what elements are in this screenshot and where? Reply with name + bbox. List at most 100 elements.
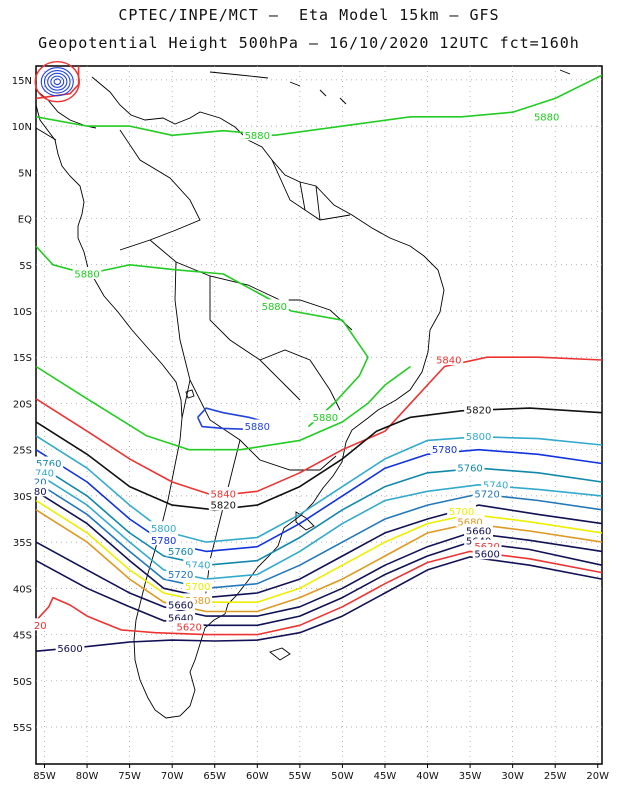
contour-label: 5760 — [36, 459, 61, 470]
contour-label-bg — [455, 461, 485, 474]
contour-line-5700 — [35, 490, 603, 599]
contour-label-bg — [208, 498, 238, 511]
lon-tick-label: 70W — [161, 771, 184, 782]
caribbean-islands — [209, 69, 571, 105]
contour-label: 5800 — [151, 524, 176, 535]
country-borders — [119, 129, 353, 601]
contour-label-bg — [472, 487, 502, 500]
contour-label: 80 — [34, 487, 47, 498]
contour-label-bg — [434, 352, 464, 365]
contour-label-bg — [72, 267, 102, 280]
lagoa-dos-patos — [295, 511, 315, 531]
contour-label: 20 — [34, 621, 47, 632]
contour-labels: 5880588058805880588058805840584058205820… — [32, 109, 562, 655]
lat-tick-label: 25S — [13, 446, 32, 457]
contour-label: 5880 — [313, 413, 338, 424]
lon-tick-label: 30W — [501, 771, 524, 782]
lat-tick-label: 20S — [13, 399, 32, 410]
map-title-line2: Geopotential Height 500hPa – 16/10/2020 … — [38, 34, 580, 52]
contour-label-bg — [430, 442, 459, 455]
contour-label: 740 — [35, 468, 54, 479]
contour-label: 5820 — [466, 405, 491, 416]
lat-tick-label: 15S — [13, 353, 32, 364]
lon-tick-label: 25W — [544, 771, 567, 782]
contour-label: 5840 — [211, 490, 236, 501]
low-center-ring — [47, 72, 68, 91]
contour-label: 5740 — [483, 480, 508, 491]
contour-label: 5880 — [74, 270, 99, 281]
lon-tick-label: 40W — [416, 771, 439, 782]
lat-tick-label: 40S — [13, 584, 32, 595]
lon-tick-label: 75W — [118, 771, 141, 782]
lat-tick-label: 50S — [13, 677, 32, 688]
contour-line-5740 — [35, 472, 603, 580]
contour-label: 5620 — [176, 623, 201, 634]
contour-label: 5880 — [534, 112, 559, 123]
contour-label: 5880 — [245, 422, 270, 433]
contour-line-5880 — [35, 365, 411, 451]
contour-line-5880 — [35, 74, 603, 137]
contour-label: 5660 — [466, 527, 491, 538]
contour-label-bg — [33, 465, 56, 478]
contour-label-bg — [481, 477, 511, 490]
contour-label: 5760 — [168, 547, 193, 558]
falkland-islands — [269, 647, 291, 661]
lon-tick-label: 85W — [33, 771, 56, 782]
contour-label: 5800 — [466, 432, 491, 443]
contour-label: 5700 — [449, 507, 474, 518]
low-center-outer-ring — [34, 61, 80, 103]
contour-label-bg — [208, 487, 238, 500]
lat-lon-grid — [36, 66, 602, 768]
lon-tick-label: 65W — [203, 771, 226, 782]
low-pressure-center — [34, 61, 80, 103]
contour-label: 5640 — [168, 613, 193, 624]
low-center-ring — [50, 75, 65, 88]
contour-label-bg — [532, 109, 562, 122]
contour-label-bg — [166, 567, 196, 580]
contour-label: 5880 — [262, 302, 287, 313]
contour-label-bg — [472, 547, 502, 560]
contour-label-bg — [242, 419, 272, 432]
contour-label-bg — [310, 410, 340, 423]
low-center-ring — [43, 69, 71, 94]
lat-tick-label: 45S — [13, 631, 32, 642]
lon-tick-label: 80W — [76, 771, 99, 782]
contour-label: 5740 — [185, 561, 210, 572]
map-title-line1: CPTEC/INPE/MCT – Eta Model 15km – GFS — [118, 6, 500, 24]
contour-label: 5600 — [57, 644, 82, 655]
lon-tick-label: 20W — [586, 771, 609, 782]
lat-tick-label: 35S — [13, 538, 32, 549]
contour-label-bg — [242, 128, 272, 141]
lat-tick-label: EQ — [18, 215, 32, 226]
contour-line-5780 — [35, 448, 603, 553]
low-center-ring — [53, 78, 62, 86]
contour-label: 5780 — [432, 445, 457, 456]
contour-label-bg — [32, 484, 49, 497]
titicaca-lake — [185, 389, 195, 399]
contour-label-bg — [149, 521, 179, 534]
contour-label-bg — [259, 299, 289, 312]
contour-label: 5600 — [474, 550, 499, 561]
contour-label-bg — [464, 524, 493, 537]
south-america-outline — [35, 76, 445, 719]
contour-line-5840 — [35, 356, 603, 497]
contour-label: 5680 — [457, 517, 482, 528]
contour-label: 5820 — [211, 501, 236, 512]
axis-labels: 15N 10N 5N EQ 5S 10S 15S 20S 25S 30S 35S 40S 45S 50S 5… — [12, 76, 609, 782]
contour-label: 5680 — [185, 596, 210, 607]
contour-label-bg — [464, 402, 493, 415]
contour-label-bg — [166, 544, 196, 557]
contour-label: 5700 — [185, 582, 210, 593]
contour-label-bg — [174, 620, 204, 633]
lon-tick-label: 50W — [331, 771, 354, 782]
contour-label-bg — [464, 429, 493, 442]
low-center-ring — [40, 67, 74, 97]
contour-label: 20 — [34, 478, 47, 489]
lat-tick-label: 5S — [19, 261, 32, 272]
contour-label: 5880 — [245, 131, 270, 142]
contour-line-5620 — [35, 550, 603, 636]
contour-label: 5660 — [168, 600, 193, 611]
coastlines — [35, 69, 571, 719]
contour-label-bg — [32, 475, 49, 488]
